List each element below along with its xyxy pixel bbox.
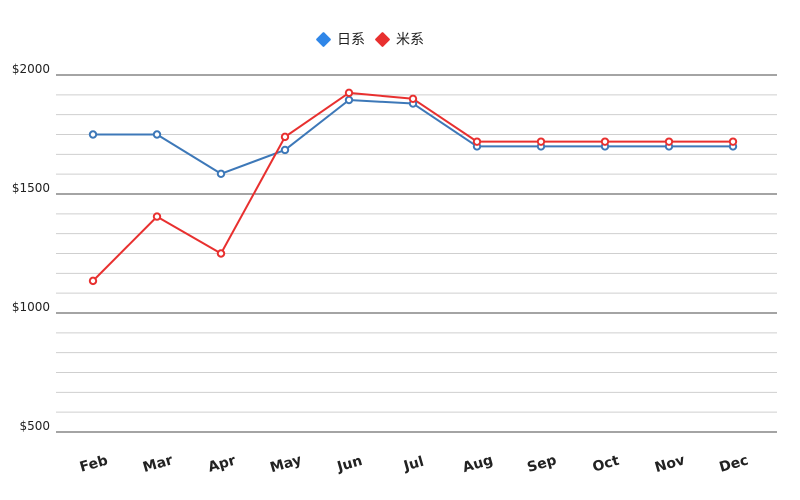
- x-tick-label: Feb: [78, 453, 110, 476]
- data-point[interactable]: [344, 95, 354, 105]
- y-tick-label: $2000: [12, 62, 50, 76]
- legend-label-beikei: 米系: [396, 32, 424, 48]
- data-point[interactable]: [216, 169, 226, 178]
- y-tick-label: $1500: [12, 181, 50, 195]
- x-tick-label: Nov: [653, 452, 687, 476]
- data-point[interactable]: [344, 88, 354, 98]
- legend-item-beikei[interactable]: 米系: [374, 29, 424, 49]
- series-layer: [88, 88, 738, 286]
- data-point[interactable]: [88, 276, 98, 286]
- data-point[interactable]: [280, 132, 290, 142]
- x-tick-label: Aug: [461, 452, 495, 476]
- grid-layer: [56, 74, 777, 433]
- x-tick-label: Sep: [525, 452, 558, 476]
- data-point[interactable]: [536, 137, 546, 146]
- data-point[interactable]: [408, 94, 418, 104]
- x-tick-label: Dec: [718, 452, 751, 475]
- data-point[interactable]: [664, 137, 674, 146]
- legend-label-nikkei: 日系: [337, 32, 365, 48]
- legend-item-nikkei[interactable]: 日系: [315, 29, 365, 49]
- x-tick-label: Jul: [401, 454, 426, 475]
- data-point[interactable]: [88, 130, 98, 139]
- data-point[interactable]: [728, 137, 738, 146]
- data-point[interactable]: [216, 249, 226, 258]
- x-tick-label: Jun: [335, 453, 365, 476]
- data-point[interactable]: [152, 130, 162, 139]
- label-layer: $500 $1000 $1500 $2000 Feb Mar Apr May Jun Jul Aug…: [12, 62, 750, 476]
- x-tick-label: Apr: [206, 453, 237, 476]
- data-point[interactable]: [600, 137, 610, 146]
- series-line: [92, 98, 734, 175]
- data-point[interactable]: [472, 137, 482, 146]
- x-tick-label: Mar: [141, 452, 175, 476]
- data-point[interactable]: [152, 212, 162, 221]
- x-tick-label: Oct: [591, 453, 622, 476]
- y-tick-label: $500: [19, 419, 50, 433]
- y-tick-label: $1000: [12, 300, 50, 314]
- series-line: [92, 91, 734, 282]
- chart-legend: 日系 米系: [315, 29, 424, 49]
- x-tick-label: May: [268, 452, 303, 476]
- data-point[interactable]: [280, 145, 290, 155]
